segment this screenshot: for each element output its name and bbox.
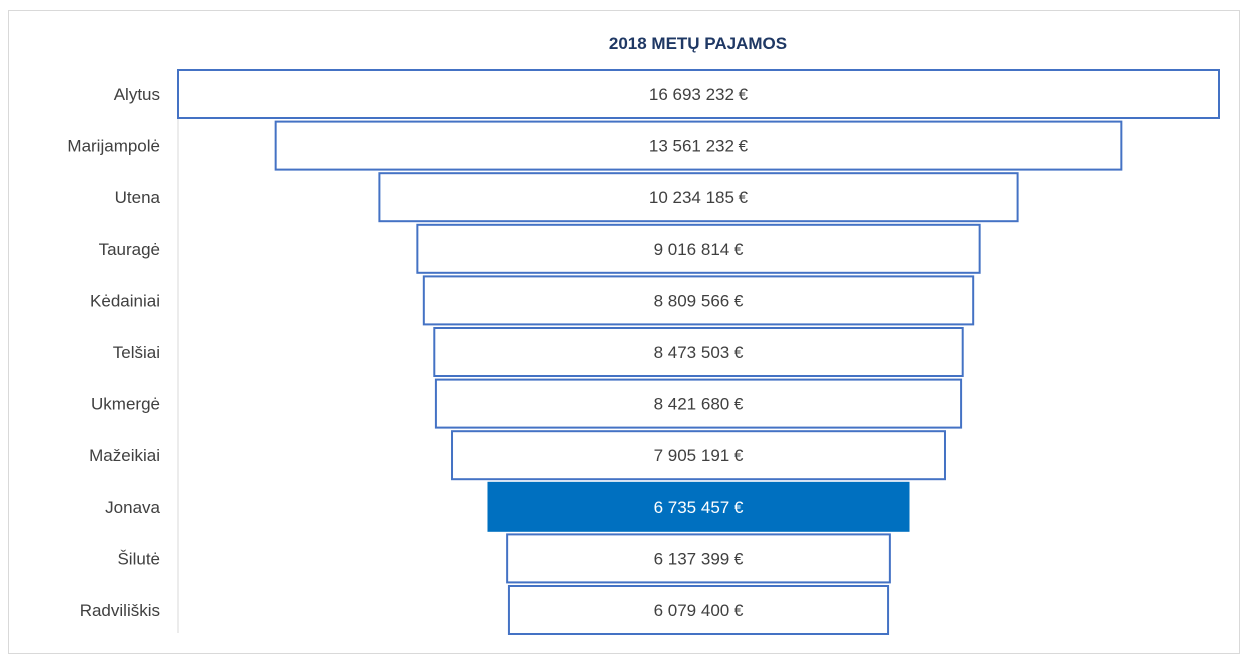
category-label: Telšiai xyxy=(113,343,160,362)
funnel-bar xyxy=(433,327,964,377)
data-label: 8 473 503 € xyxy=(654,343,744,362)
funnel-bar xyxy=(434,378,963,429)
category-label: Jonava xyxy=(105,498,160,517)
funnel-bar xyxy=(378,172,1019,223)
category-label: Ukmergė xyxy=(91,395,160,414)
data-label: 13 561 232 € xyxy=(649,137,749,156)
category-label: Alytus xyxy=(114,85,160,104)
data-label: 8 809 566 € xyxy=(654,291,744,310)
category-label: Mažeikiai xyxy=(89,446,160,465)
funnel-bar xyxy=(451,430,946,481)
data-label: 16 693 232 € xyxy=(649,85,749,104)
funnel-bar xyxy=(507,585,890,635)
funnel-bar xyxy=(422,275,975,326)
category-label: Šilutė xyxy=(117,549,160,568)
funnel-bar xyxy=(274,120,1123,171)
funnel-bar xyxy=(416,223,981,274)
funnel-bar xyxy=(506,533,891,584)
category-label: Radviliškis xyxy=(80,601,160,620)
data-label: 6 079 400 € xyxy=(654,601,744,620)
chart-area xyxy=(8,10,1240,654)
category-label: Utena xyxy=(115,188,161,207)
data-label: 6 735 457 € xyxy=(654,498,744,517)
category-label: Marijampolė xyxy=(67,137,160,156)
data-label: 7 905 191 € xyxy=(654,446,744,465)
funnel-bar xyxy=(177,69,1220,119)
data-label: 8 421 680 € xyxy=(654,395,744,414)
data-label: 6 137 399 € xyxy=(654,549,744,568)
data-label: 10 234 185 € xyxy=(649,188,749,207)
data-label: 9 016 814 € xyxy=(654,240,744,259)
chart-title: 2018 METŲ PAJAMOS xyxy=(609,34,787,53)
funnel-bar xyxy=(487,481,910,532)
category-label: Tauragė xyxy=(99,240,160,259)
category-label: Kėdainiai xyxy=(90,291,160,310)
